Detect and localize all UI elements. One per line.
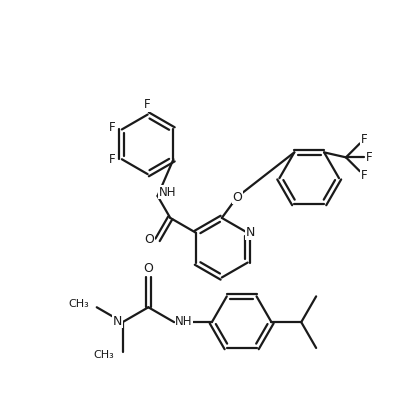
- Text: O: O: [143, 262, 153, 275]
- Text: NH: NH: [159, 186, 176, 199]
- Text: N: N: [246, 226, 255, 239]
- Text: CH₃: CH₃: [68, 299, 89, 309]
- Text: F: F: [109, 121, 115, 134]
- Text: F: F: [144, 98, 151, 111]
- Text: F: F: [361, 133, 367, 146]
- Text: F: F: [361, 169, 367, 182]
- Text: F: F: [365, 151, 372, 164]
- Text: CH₃: CH₃: [94, 350, 115, 360]
- Text: NH: NH: [175, 315, 193, 328]
- Text: N: N: [113, 315, 122, 328]
- Text: F: F: [109, 153, 115, 166]
- Text: O: O: [145, 233, 154, 246]
- Text: O: O: [233, 191, 243, 204]
